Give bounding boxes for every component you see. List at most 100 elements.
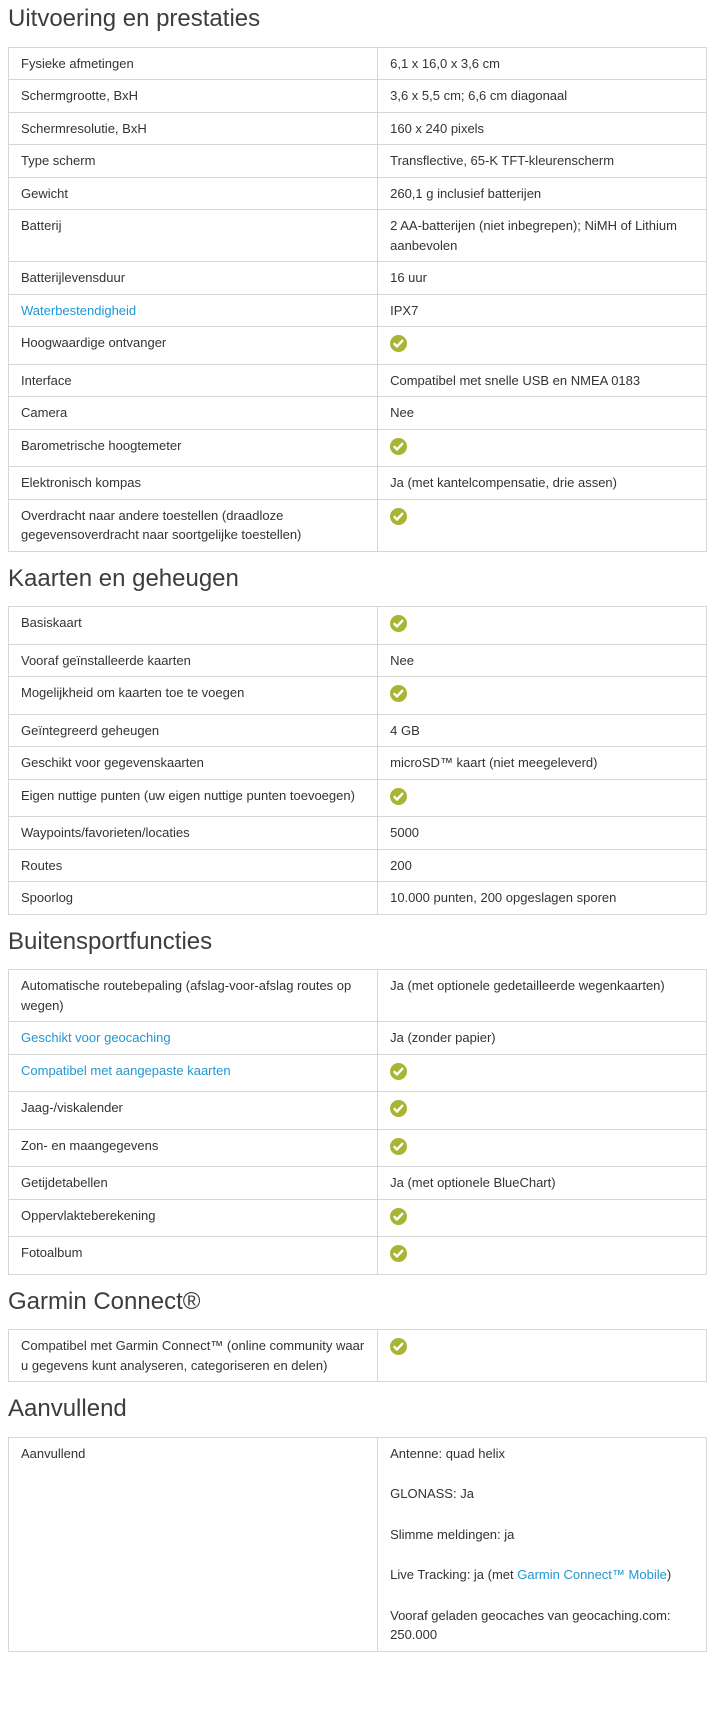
spec-value-cell: 160 x 240 pixels (377, 111, 707, 146)
spec-value-cell (377, 1198, 707, 1238)
spec-label-cell: Compatibel met aangepaste kaarten (7, 1053, 379, 1093)
spec-label-link[interactable]: Compatibel met aangepaste kaarten (21, 1062, 231, 1078)
spec-row: Schermgrootte, BxH 3,6 x 5,5 cm; 6,6 cm d… (7, 79, 707, 113)
spec-value-cell (377, 1053, 707, 1093)
spec-label: Interface (21, 372, 72, 388)
spec-value: Nee (390, 652, 414, 668)
spec-label: Batterij (21, 218, 62, 234)
spec-row: Spoorlog 10.000 punten, 200 opgeslagen sp… (7, 881, 707, 915)
spec-label-cell: Hoogwaardige ontvanger (7, 326, 379, 365)
spec-value: IPX7 (390, 302, 419, 318)
spec-value: 200 (390, 857, 412, 873)
spec-row: Waterbestendigheid IPX7 (7, 293, 707, 328)
spec-value-cell: 16 uur (377, 261, 707, 295)
spec-label: Fotoalbum (21, 1245, 83, 1261)
spec-label: Barometrische hoogtemeter (21, 437, 182, 453)
spec-value: 260,1 g inclusief batterijen (390, 185, 542, 201)
check-icon (390, 685, 408, 703)
check-icon (390, 1338, 408, 1356)
spec-table: Basiskaart Vooraf geïnstalleerde kaarten N… (7, 606, 707, 915)
spec-row: Aanvullend Antenne: quad helix GLONASS: Ja… (7, 1436, 707, 1652)
spec-label-cell: Spoorlog (7, 881, 379, 915)
spec-label-cell: Type scherm (7, 144, 379, 178)
spec-value-cell: 260,1 g inclusief batterijen (377, 176, 707, 211)
spec-value: Transflective, 65-K TFT-kleurenscherm (390, 153, 615, 169)
spec-value: Nee (390, 405, 414, 421)
spec-value: 16 uur (390, 270, 427, 286)
value-link[interactable]: Garmin Connect™ Mobile (517, 1567, 667, 1583)
spec-label-link[interactable]: Geschikt voor geocaching (21, 1030, 171, 1046)
spec-row: Jaag-/viskalender (7, 1091, 707, 1130)
spec-value: 5000 (390, 825, 420, 841)
spec-label-cell: Batterijlevensduur (7, 261, 379, 295)
spec-row: Fotoalbum (7, 1236, 707, 1275)
spec-value-cell: Ja (met kantelcompensatie, drie assen) (377, 466, 707, 500)
spec-value-cell: Antenne: quad helix GLONASS: Ja Slimme mel… (377, 1436, 707, 1652)
spec-label-cell: Eigen nuttige punten (uw eigen nuttige p… (7, 778, 379, 818)
spec-label-cell: Compatibel met Garmin Connect™ (online c… (7, 1329, 379, 1383)
spec-label: Routes (21, 857, 63, 873)
spec-value: 3,6 x 5,5 cm; 6,6 cm diagonaal (390, 88, 568, 104)
spec-label: Compatibel met Garmin Connect™ (online c… (21, 1338, 365, 1373)
spec-value-cell: 4 GB (377, 713, 707, 748)
spec-label-cell: Getijdetabellen (7, 1166, 379, 1200)
spec-table: Fysieke afmetingen 6,1 x 16,0 x 3,6 cm Sch… (7, 46, 707, 552)
spec-label-cell: Elektronisch kompas (7, 466, 379, 500)
spec-row: Routes 200 (7, 848, 707, 883)
spec-label: Automatische routebepaling (afslag-voor-… (21, 978, 352, 1013)
spec-value-cell: IPX7 (377, 293, 707, 328)
spec-value-cell (377, 1236, 707, 1275)
spec-row: Vooraf geïnstalleerde kaarten Nee (7, 643, 707, 678)
section-title: Buitensportfuncties (8, 927, 213, 955)
spec-value: Ja (met kantelcompensatie, drie assen) (390, 475, 617, 491)
value-paragraph: Slimme meldingen: ja (390, 1525, 694, 1545)
spec-label-cell: Schermresolutie, BxH (7, 111, 379, 146)
spec-label: Basiskaart (21, 615, 82, 631)
spec-label: Mogelijkheid om kaarten toe te voegen (21, 685, 245, 701)
value-text-part: Antenne: quad helix (390, 1445, 506, 1461)
spec-row: Camera Nee (7, 396, 707, 430)
spec-label: Geïntegreerd geheugen (21, 722, 160, 738)
spec-label-cell: Waterbestendigheid (7, 293, 379, 328)
spec-value-cell: Nee (377, 396, 707, 430)
spec-section: Aanvullend Aanvullend Antenne: quad helix G… (7, 1395, 707, 1652)
spec-row: Waypoints/favorieten/locaties 5000 (7, 816, 707, 850)
spec-label-cell: Waypoints/favorieten/locaties (7, 816, 379, 850)
spec-value: Ja (met optionele gedetailleerde wegenka… (390, 978, 665, 994)
spec-value: 10.000 punten, 200 opgeslagen sporen (390, 890, 617, 906)
spec-row: Batterij 2 AA-batterijen (niet inbegrepen… (7, 209, 707, 263)
spec-value: Compatibel met snelle USB en NMEA 0183 (390, 372, 641, 388)
spec-value-cell: 5000 (377, 816, 707, 850)
spec-value-cell: Ja (met optionele BlueChart) (377, 1166, 707, 1200)
spec-label-cell: Vooraf geïnstalleerde kaarten (7, 643, 379, 678)
spec-value: 4 GB (390, 722, 420, 738)
spec-label: Overdracht naar andere toestellen (draad… (21, 507, 302, 543)
spec-value-cell: 200 (377, 848, 707, 883)
spec-label-cell: Schermgrootte, BxH (7, 79, 379, 113)
spec-value-cell: 2 AA-batterijen (niet inbegrepen); NiMH … (377, 209, 707, 263)
spec-value: 2 AA-batterijen (niet inbegrepen); NiMH … (390, 218, 677, 253)
spec-label: Aanvullend (21, 1445, 86, 1461)
spec-label: Hoogwaardige ontvanger (21, 335, 167, 351)
spec-table: Compatibel met Garmin Connect™ (online c… (7, 1329, 707, 1383)
spec-row: Barometrische hoogtemeter (7, 428, 707, 468)
value-text-part: Live Tracking: ja (met (390, 1567, 518, 1583)
spec-section: Uitvoering en prestaties Fysieke afmeting… (7, 5, 707, 552)
spec-row: Overdracht naar andere toestellen (draad… (7, 498, 707, 552)
check-icon (390, 1245, 408, 1263)
spec-label: Type scherm (21, 153, 96, 169)
section-title: Kaarten en geheugen (8, 564, 239, 592)
spec-label-cell: Aanvullend (7, 1436, 379, 1652)
spec-value-cell (377, 606, 707, 645)
spec-label-cell: Geschikt voor gegevenskaarten (7, 746, 379, 780)
spec-row: Schermresolutie, BxH 160 x 240 pixels (7, 111, 707, 146)
spec-row: Oppervlakteberekening (7, 1198, 707, 1238)
value-text-part: Slimme meldingen: ja (390, 1526, 515, 1542)
spec-section: Kaarten en geheugen Basiskaart Vooraf geïn… (7, 564, 707, 915)
spec-label: Geschikt voor gegevenskaarten (21, 755, 204, 771)
spec-value-cell (377, 428, 707, 468)
spec-label: Schermgrootte, BxH (21, 88, 139, 104)
check-icon (390, 437, 408, 455)
spec-label-link[interactable]: Waterbestendigheid (21, 302, 137, 318)
spec-label-cell: Batterij (7, 209, 379, 263)
